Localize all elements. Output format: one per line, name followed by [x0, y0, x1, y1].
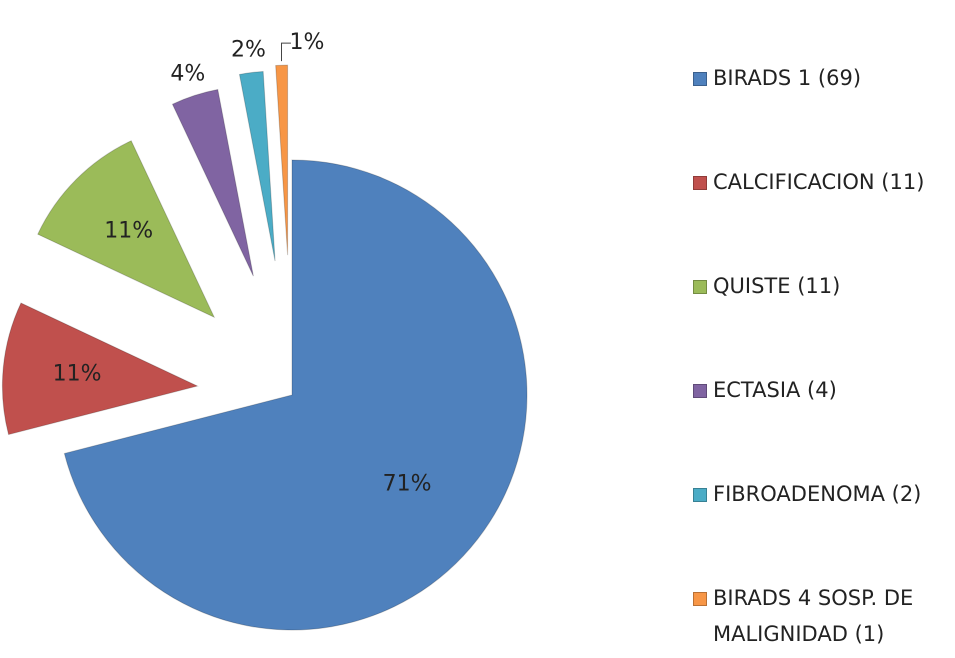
legend-swatch: [693, 592, 707, 606]
legend-swatch: [693, 176, 707, 190]
pie-slice: [37, 140, 216, 319]
pie-slice: [238, 70, 276, 262]
legend-item: BIRADS 4 SOSP. DE MALIGNIDAD (1): [693, 580, 948, 652]
legend-swatch: [693, 280, 707, 294]
legend-label: FIBROADENOMA (2): [713, 482, 922, 506]
legend-item: CALCIFICACION (11): [693, 164, 948, 200]
legend-item: QUISTE (11): [693, 268, 948, 304]
legend-item: ECTASIA (4): [693, 372, 948, 408]
pie-slice: [63, 159, 528, 631]
legend-swatch: [693, 488, 707, 502]
pie-slice: [275, 64, 289, 256]
slice-label: 71%: [383, 471, 432, 496]
pie-slice: [1, 302, 199, 436]
legend-label: BIRADS 1 (69): [713, 66, 862, 90]
slice-label: 4%: [170, 61, 205, 86]
slice-label: 1%: [289, 30, 324, 55]
legend-item: FIBROADENOMA (2): [693, 476, 948, 512]
slice-label: 11%: [53, 362, 102, 387]
legend-label: QUISTE (11): [713, 274, 841, 298]
pie-area: 71% 11% 11% 4% 2% 1%: [1, 30, 528, 631]
legend-label: CALCIFICACION (11): [713, 170, 925, 194]
leader-line: [281, 42, 291, 62]
legend-swatch: [693, 384, 707, 398]
slice-label: 11%: [104, 219, 153, 244]
legend-swatch: [693, 72, 707, 86]
legend-label: ECTASIA (4): [713, 378, 837, 402]
pie-slice: [171, 88, 254, 277]
legend-item: BIRADS 1 (69): [693, 60, 948, 96]
legend-label: BIRADS 4 SOSP. DE MALIGNIDAD (1): [713, 586, 914, 646]
slice-label: 2%: [231, 38, 266, 63]
